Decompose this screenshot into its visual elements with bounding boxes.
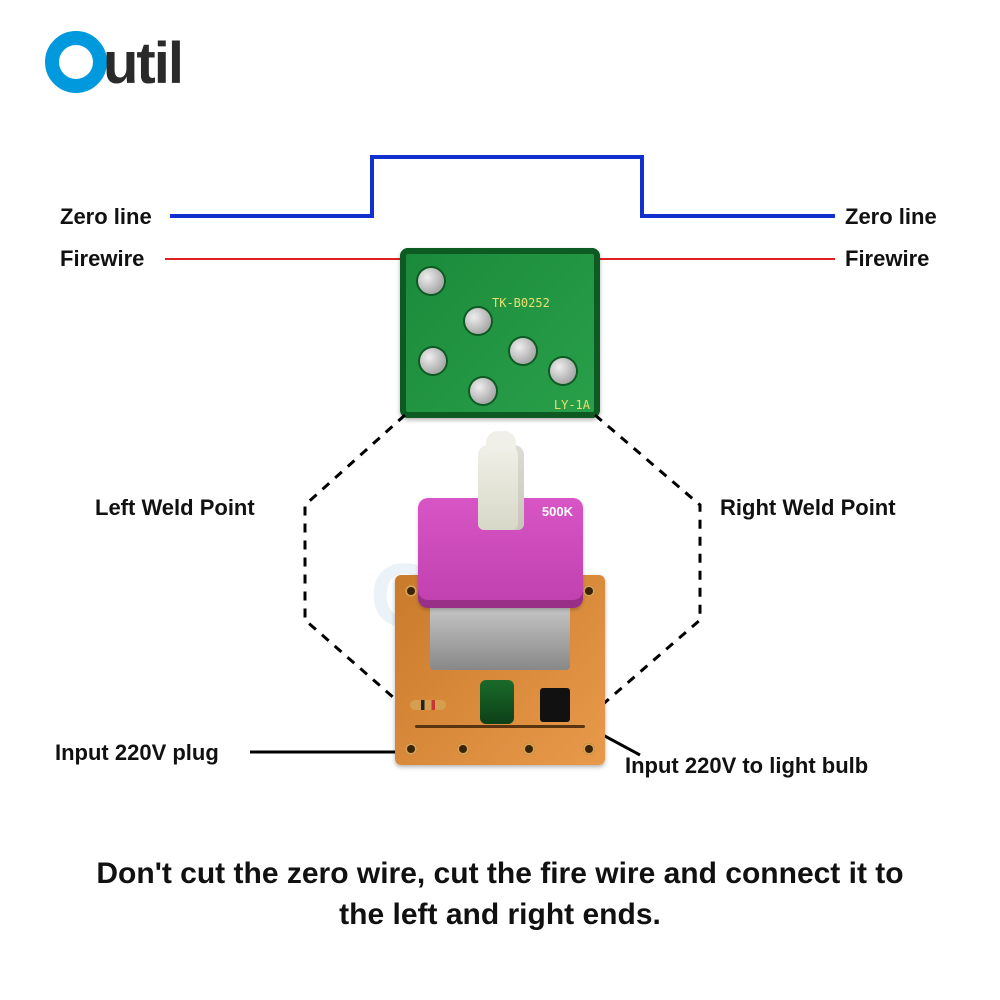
pcb-hole-icon: [405, 743, 417, 755]
solder-pad-icon: [465, 308, 491, 334]
solder-pad-icon: [470, 378, 496, 404]
pcb-hole-icon: [583, 585, 595, 597]
solder-pad-icon: [418, 268, 444, 294]
pcb-trace-icon: [415, 725, 585, 728]
label-weld-right: Right Weld Point: [720, 495, 896, 521]
fire-wire-right: [600, 258, 835, 260]
label-input-plug: Input 220V plug: [55, 740, 219, 766]
potentiometer-shaft-icon: [478, 445, 524, 530]
pot-metal-case-icon: [430, 600, 570, 670]
zero-wire-seg-top: [370, 155, 644, 159]
pcb-hole-icon: [583, 743, 595, 755]
label-fire-right: Firewire: [845, 246, 929, 272]
label-zero-right: Zero line: [845, 204, 937, 230]
zero-wire-seg-up: [370, 155, 374, 218]
label-weld-left: Left Weld Point: [95, 495, 255, 521]
label-zero-left: Zero line: [60, 204, 152, 230]
pcb-hole-icon: [405, 585, 417, 597]
pot-value: 500K: [542, 504, 573, 519]
brand-name: util: [103, 31, 182, 96]
pcb-top-green: TK-B0252 LY-1A: [400, 248, 600, 418]
triac-icon: [540, 688, 570, 722]
fire-wire-left: [165, 258, 400, 260]
solder-pad-icon: [550, 358, 576, 384]
solder-pad-icon: [420, 348, 446, 374]
pcb-hole-icon: [523, 743, 535, 755]
label-fire-left: Firewire: [60, 246, 144, 272]
dashed-right-path: [595, 415, 700, 705]
pcb-silk-bottom: LY-1A: [554, 398, 590, 412]
brand-logo: util: [45, 30, 182, 97]
caption: Don't cut the zero wire, cut the fire wi…: [90, 854, 910, 935]
zero-wire-seg-right: [640, 214, 835, 218]
capacitor-icon: [480, 680, 514, 724]
solder-pad-icon: [510, 338, 536, 364]
logo-o-ring-icon: [45, 31, 107, 93]
pcb-silk-top: TK-B0252: [492, 296, 550, 310]
resistor-icon: [410, 700, 446, 710]
label-input-bulb: Input 220V to light bulb: [625, 753, 868, 779]
zero-wire-seg-left: [170, 214, 370, 218]
pcb-hole-icon: [457, 743, 469, 755]
zero-wire-seg-down: [640, 155, 644, 218]
